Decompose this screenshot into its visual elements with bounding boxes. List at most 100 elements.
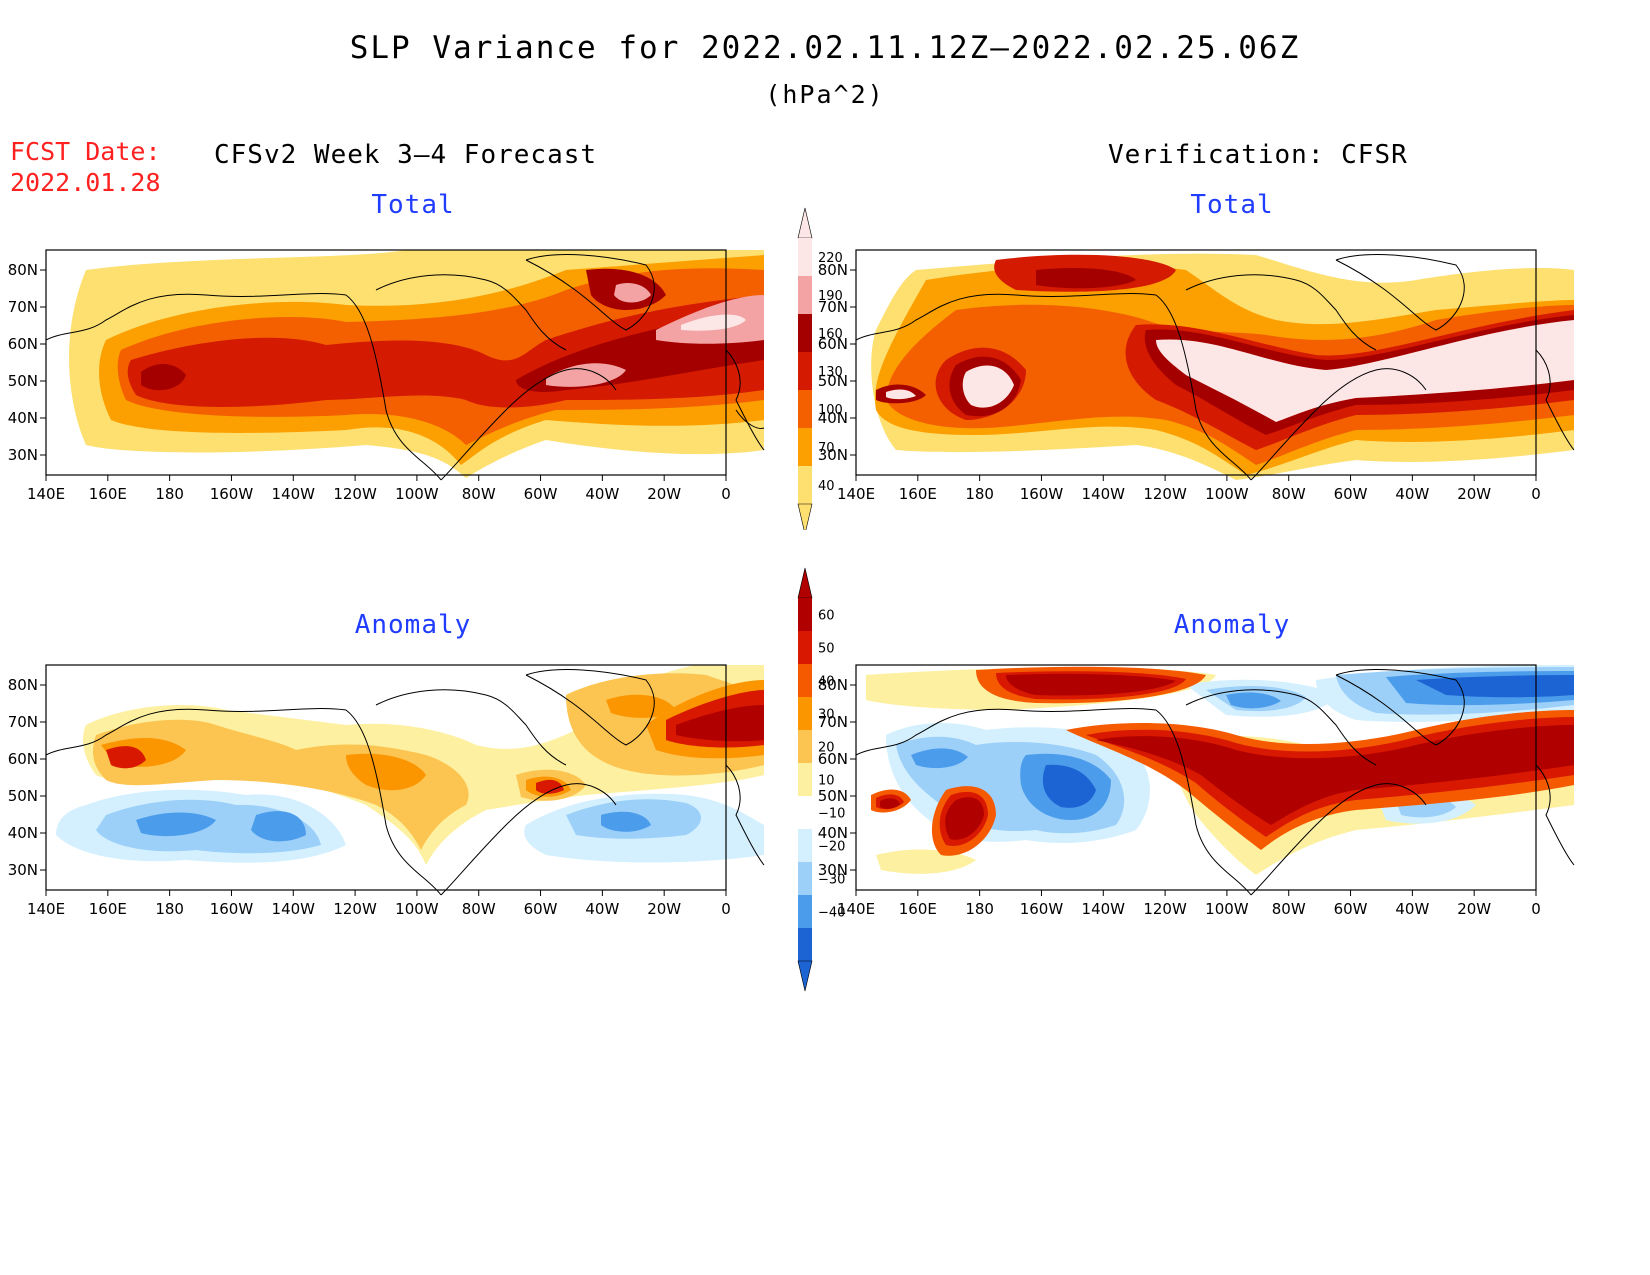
- colorbar-swatch: [798, 598, 812, 631]
- colorbar-label: −40: [818, 906, 845, 921]
- colorbar-label: 60: [818, 609, 835, 624]
- lat-tick-label: 60N: [818, 750, 848, 768]
- coastlines: [45, 254, 765, 481]
- lon-tick-label: 60W: [1334, 900, 1368, 918]
- colorbar-swatch: [798, 390, 812, 428]
- lon-tick-label: 40W: [1395, 900, 1429, 918]
- coastlines: [45, 669, 765, 896]
- colorbar-label: 40: [818, 479, 835, 494]
- colorbar-swatch: [798, 796, 812, 829]
- lon-tick-label: 140W: [1082, 485, 1126, 503]
- colorbar-label: −20: [818, 840, 845, 855]
- colorbar-swatch: [798, 895, 812, 928]
- colorbar-swatch: [798, 238, 812, 276]
- fcst-date-value: 2022.01.28: [10, 168, 161, 197]
- lon-tick-label: 120W: [333, 900, 377, 918]
- lat-tick-label: 50N: [818, 787, 848, 805]
- lat-tick-label: 40N: [818, 409, 848, 427]
- anomaly-field: [46, 665, 764, 900]
- colorbar-label: −10: [818, 807, 845, 822]
- colorbar-label: 70: [818, 441, 835, 456]
- colorbar-label: 10: [818, 774, 835, 789]
- lon-tick-label: 140E: [837, 485, 875, 503]
- map-verification-total: [855, 249, 1575, 485]
- colorbar-label: 130: [818, 365, 843, 380]
- lat-tick-label: 40N: [8, 409, 38, 427]
- lat-tick-label: 80N: [8, 261, 38, 279]
- colorbar-swatch: [798, 928, 812, 961]
- lon-tick-label: 80W: [1272, 900, 1306, 918]
- colorbar-swatch: [798, 466, 812, 504]
- lon-tick-label: 180: [965, 900, 994, 918]
- coastlines: [855, 254, 1575, 481]
- colorbar-swatch: [798, 352, 812, 390]
- lon-tick-label: 160W: [210, 485, 254, 503]
- lat-tick-label: 60N: [8, 750, 38, 768]
- fcst-date-label: FCST Date:: [10, 137, 161, 166]
- lat-tick-label: 30N: [818, 861, 848, 879]
- lon-tick-label: 160E: [89, 485, 127, 503]
- lon-tick-label: 100W: [395, 900, 439, 918]
- colorbar-label: 20: [818, 741, 835, 756]
- lon-tick-label: 140E: [27, 485, 65, 503]
- lon-tick-label: 100W: [1205, 485, 1249, 503]
- lon-tick-label: 160W: [210, 900, 254, 918]
- lat-tick-label: 70N: [818, 713, 848, 731]
- lon-tick-label: 0: [721, 900, 731, 918]
- panel-title-forecast-total: Total: [371, 190, 455, 220]
- lon-tick-label: 160W: [1020, 900, 1064, 918]
- lon-tick-label: 0: [1531, 485, 1541, 503]
- lat-tick-label: 80N: [8, 676, 38, 694]
- lon-tick-label: 120W: [333, 485, 377, 503]
- lat-tick-label: 70N: [8, 713, 38, 731]
- lat-tick-label: 80N: [818, 261, 848, 279]
- colorbar-top-arrow: [797, 207, 813, 239]
- lon-tick-label: 40W: [585, 485, 619, 503]
- lon-tick-label: 100W: [395, 485, 439, 503]
- lon-tick-label: 0: [1531, 900, 1541, 918]
- colorbar-swatch: [798, 314, 812, 352]
- lon-tick-label: 20W: [647, 900, 681, 918]
- map-verification-anomaly: [855, 664, 1575, 900]
- panel-title-verification-total: Total: [1190, 190, 1274, 220]
- lat-tick-label: 50N: [8, 787, 38, 805]
- lat-tick-label: 40N: [818, 824, 848, 842]
- lon-tick-label: 80W: [462, 900, 496, 918]
- forecast-header: CFSv2 Week 3–4 Forecast: [214, 140, 598, 170]
- lon-tick-label: 120W: [1143, 485, 1187, 503]
- lon-tick-label: 60W: [524, 485, 558, 503]
- colorbar-swatch: [798, 631, 812, 664]
- variance-field: [46, 250, 765, 485]
- colorbar-swatch: [798, 829, 812, 862]
- lat-tick-label: 30N: [818, 446, 848, 464]
- colorbar-label: 100: [818, 403, 843, 418]
- lon-tick-label: 40W: [585, 900, 619, 918]
- lon-tick-label: 160E: [89, 900, 127, 918]
- lon-tick-label: 180: [155, 485, 184, 503]
- lon-tick-label: 140W: [272, 485, 316, 503]
- lon-tick-label: 160E: [899, 900, 937, 918]
- lon-tick-label: 160W: [1020, 485, 1064, 503]
- lon-tick-label: 40W: [1395, 485, 1429, 503]
- lon-tick-label: 140E: [837, 900, 875, 918]
- lon-tick-label: 20W: [1457, 485, 1491, 503]
- colorbar-label: −30: [818, 873, 845, 888]
- lon-tick-label: 180: [155, 900, 184, 918]
- lon-tick-label: 120W: [1143, 900, 1187, 918]
- colorbar-swatch: [798, 428, 812, 466]
- lat-tick-label: 50N: [8, 372, 38, 390]
- colorbar-label: 190: [818, 289, 843, 304]
- colorbar-top-arrow: [797, 567, 813, 599]
- panel-title-verification-anomaly: Anomaly: [1173, 610, 1291, 640]
- lat-tick-label: 60N: [818, 335, 848, 353]
- colorbar-anomaly: 60 50 40 30 20 10 −10 −20 −30 −40: [797, 567, 845, 992]
- colorbar-label: 160: [818, 327, 843, 342]
- lon-tick-label: 180: [965, 485, 994, 503]
- colorbar-bottom-arrow: [797, 503, 813, 530]
- lat-tick-label: 30N: [8, 446, 38, 464]
- verification-header: Verification: CFSR: [1108, 140, 1408, 170]
- lon-tick-label: 0: [721, 485, 731, 503]
- lon-tick-label: 140E: [27, 900, 65, 918]
- lon-tick-label: 60W: [1334, 485, 1368, 503]
